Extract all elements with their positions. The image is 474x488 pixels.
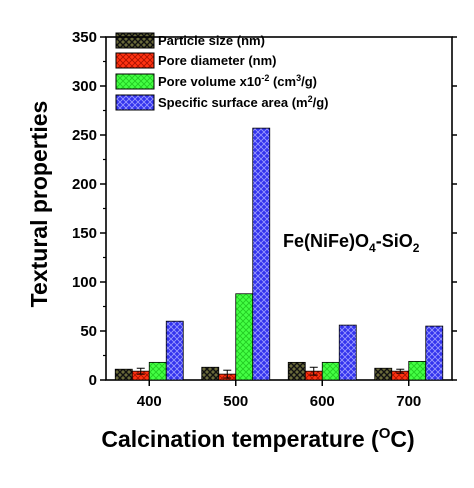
legend-label-pore-diameter: Pore diameter (nm) (158, 53, 276, 68)
annotation: Fe(NiFe)O4-SiO2 (283, 231, 420, 255)
y-tick-label: 0 (89, 372, 97, 389)
legend-pore-volume-rest: (cm (269, 74, 296, 89)
annotation-part-1: Fe(NiFe)O (283, 231, 369, 251)
legend-label-pore-volume: Pore volume x10-2 (cm3/g) (158, 73, 317, 89)
legend-pore-volume-tail: /g) (301, 74, 317, 89)
annotation-part-2: -SiO (376, 231, 413, 251)
bar-series-2-cat-600 (321, 361, 340, 381)
x-axis-label-sup: O (379, 425, 391, 442)
y-tick-label: 250 (72, 127, 97, 144)
legend-surface-area-base: Specific surface area (m (158, 95, 308, 110)
legend-pore-volume-sup2: 3 (296, 73, 301, 83)
bar-series-2-cat-500 (235, 293, 254, 381)
x-axis-label-base: Calcination temperature ( (101, 426, 379, 452)
y-tick-label: 50 (80, 323, 97, 340)
y-tick-label: 150 (72, 225, 97, 242)
x-tick-label-500: 500 (223, 393, 248, 410)
legend-label-particle-size: Particle size (nm) (158, 33, 265, 48)
x-tick-label-400: 400 (137, 393, 162, 410)
bar-series-3-cat-500 (252, 127, 271, 381)
bar-series-2-cat-400 (148, 361, 167, 381)
x-tick-label-700: 700 (396, 393, 421, 410)
legend-swatch-particle-size (115, 32, 155, 49)
annotation-sub-2: 2 (413, 241, 420, 255)
bars (114, 127, 444, 381)
bar-series-3-cat-700 (425, 325, 444, 381)
bar-series-0-cat-700 (374, 367, 393, 381)
legend-label-surface-area: Specific surface area (m2/g) (158, 94, 328, 110)
y-tick-label: 300 (72, 78, 97, 95)
x-tick-label-600: 600 (310, 393, 335, 410)
legend-swatch-pore-diameter (115, 52, 155, 69)
bar-series-3-cat-600 (338, 324, 357, 381)
annotation-sub-1: 4 (369, 241, 376, 255)
legend-pore-volume-base: Pore volume x10 (158, 74, 261, 89)
legend-swatch-pore-volume (115, 73, 155, 90)
bar-series-0-cat-500 (201, 366, 220, 381)
bar-series-2-cat-700 (408, 360, 427, 381)
legend-swatch-surface-area (115, 94, 155, 111)
bar-series-0-cat-400 (114, 368, 133, 381)
legend-pore-volume-sup: -2 (261, 73, 269, 83)
axes: 0 50 100 150 200 250 300 350 400 500 600 700 (72, 29, 457, 410)
y-axis-label: Textural properties (26, 101, 52, 308)
bar-series-0-cat-600 (287, 361, 306, 381)
legend: Particle size (nm) Pore diameter (nm) Po… (115, 32, 328, 111)
x-axis-label: Calcination temperature (OC) (101, 425, 414, 452)
y-tick-label: 100 (72, 274, 97, 291)
legend-surface-area-sup: 2 (308, 94, 313, 104)
legend-surface-area-rest: /g) (313, 95, 329, 110)
y-tick-label: 350 (72, 29, 97, 46)
y-tick-label: 200 (72, 176, 97, 193)
bar-series-3-cat-400 (165, 320, 184, 381)
x-axis-label-tail: C) (390, 426, 414, 452)
